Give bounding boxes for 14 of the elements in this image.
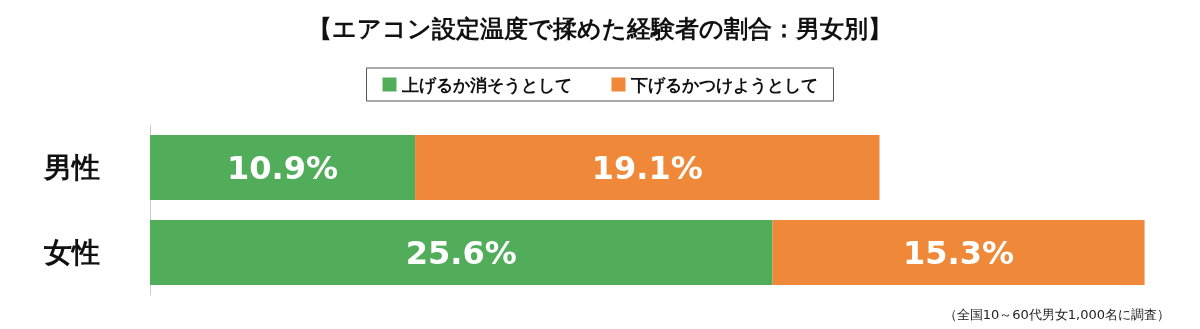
bar	[150, 220, 773, 285]
data-label: 10.9%	[227, 148, 339, 187]
data-label: 15.3%	[903, 233, 1015, 272]
data-label: 19.1%	[591, 148, 703, 187]
legend-label: 下げるかつけようとして	[629, 74, 818, 95]
bar	[150, 135, 416, 200]
text: （全国10～60代男女1,000名に調査）	[943, 307, 1171, 322]
legend-label: 上げるか消そうとして	[400, 74, 572, 95]
chart-title: 【エアコン設定温度で揉めた経験者の割合：男女別】	[308, 15, 892, 43]
y-tick-label: 男性	[43, 151, 100, 184]
bar	[415, 135, 880, 200]
data-label: 25.6%	[405, 233, 517, 272]
y-tick-label: 女性	[43, 236, 100, 269]
bar	[772, 220, 1145, 285]
